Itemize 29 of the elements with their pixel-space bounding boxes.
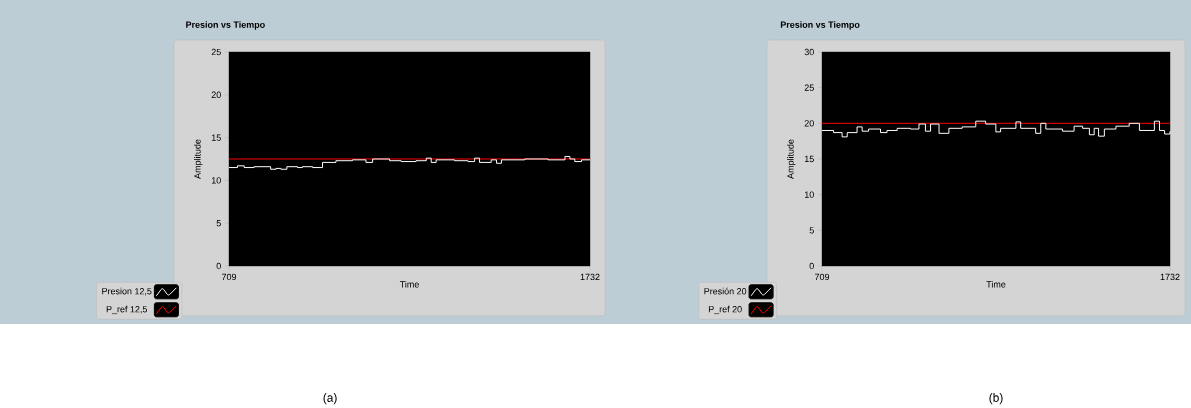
y-tick-label: 5 — [809, 227, 814, 234]
text: (b) — [989, 393, 1003, 405]
y-tick-label: 0 — [216, 263, 221, 270]
legend-label: Presion 12,5 — [102, 288, 152, 296]
x-axis-title: Time — [986, 281, 1006, 288]
y-tick-label: 10 — [804, 191, 814, 199]
y-tick-label: 15 — [211, 134, 221, 141]
y-tick-label: 20 — [804, 120, 814, 127]
x-tick-label: 1732 — [1160, 273, 1180, 281]
text: (a) — [323, 393, 337, 405]
y-axis-title: Amplitude — [194, 139, 203, 180]
x-tick-label: 709 — [221, 273, 237, 281]
y-tick-label: 0 — [809, 263, 814, 270]
y-tick-label: 25 — [211, 49, 221, 56]
y-tick-label: 10 — [211, 177, 221, 184]
y-tick-label: 20 — [211, 91, 221, 99]
legend-label: P_ref 12,5 — [106, 306, 148, 315]
y-tick-label: 30 — [804, 49, 814, 56]
legend-label: P_ref 20 — [708, 306, 742, 315]
y-axis-title: Amplitude — [787, 139, 796, 180]
chart-title: Presion vs Tiempo — [780, 21, 860, 30]
x-tick-label: 709 — [814, 273, 830, 281]
y-tick-label: 15 — [804, 156, 814, 163]
x-tick-label: 1732 — [580, 273, 600, 281]
legend-label: Presión 20 — [704, 287, 747, 295]
y-tick-label: 5 — [216, 220, 221, 227]
x-axis-title: Time — [399, 281, 419, 288]
y-tick-label: 25 — [804, 84, 814, 92]
chart-title: Presion vs Tiempo — [186, 21, 265, 30]
